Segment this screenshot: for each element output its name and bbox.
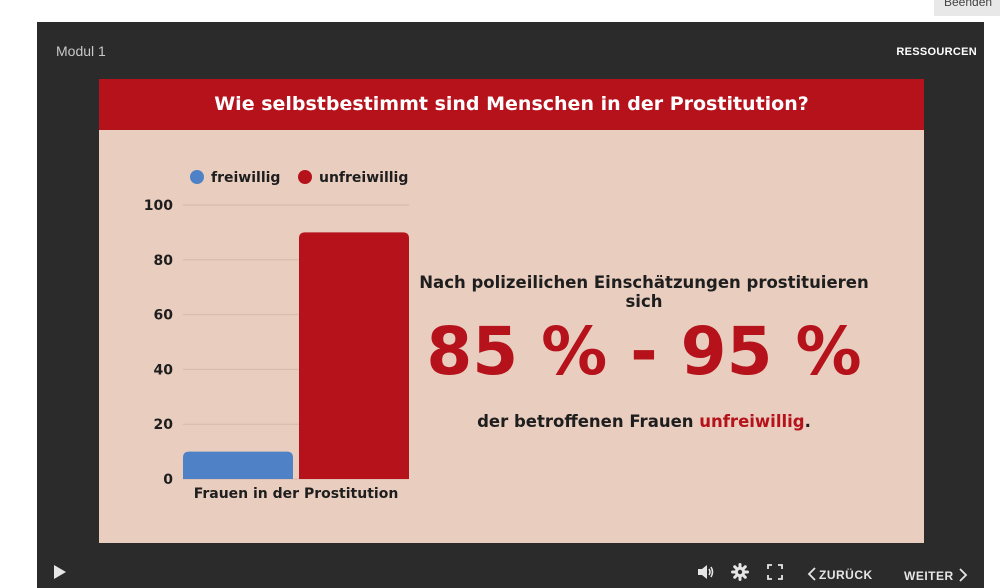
y-tick-label: 20	[154, 417, 174, 433]
slide: Wie selbstbestimmt sind Menschen in der …	[99, 79, 924, 543]
course-player: Modul 1 RESSOURCEN Wie selbstbestimmt si…	[37, 22, 984, 588]
conclusion-suffix: .	[804, 412, 811, 431]
y-tick-label: 60	[154, 308, 174, 324]
category-label: Frauen in der Prostitution	[194, 486, 399, 502]
resources-button[interactable]: RESSOURCEN	[896, 46, 977, 58]
module-title: Modul 1	[56, 43, 106, 59]
y-tick-label: 40	[154, 362, 174, 378]
bar-chart: 0 20 40 60 80 100 Frauen in der Prostitution	[144, 198, 409, 502]
legend-item-freiwillig: freiwillig	[190, 170, 280, 186]
y-tick-label: 100	[144, 198, 173, 214]
estimate-conclusion-text: der betroffenen Frauen unfreiwillig.	[399, 412, 889, 431]
y-tick-label: 80	[154, 253, 174, 269]
gear-icon[interactable]	[731, 563, 749, 585]
percentage-range: 85 % - 95 %	[426, 313, 862, 390]
conclusion-prefix: der betroffenen Frauen	[477, 412, 694, 431]
back-label: ZURÜCK	[819, 568, 873, 582]
chevron-right-icon	[959, 568, 967, 582]
legend-label-unfreiwillig: unfreiwillig	[319, 170, 409, 186]
exit-button[interactable]: Beenden	[934, 0, 1000, 16]
volume-icon[interactable]	[697, 564, 715, 584]
play-icon[interactable]	[53, 564, 67, 584]
next-button[interactable]: WEITER	[904, 565, 968, 584]
bar-freiwillig	[183, 451, 293, 479]
chevron-left-icon	[807, 567, 816, 581]
legend-item-unfreiwillig: unfreiwillig	[298, 170, 408, 186]
slide-title: Wie selbstbestimmt sind Menschen in der …	[99, 79, 924, 130]
conclusion-highlight: unfreiwillig	[699, 412, 805, 431]
legend-swatch-freiwillig	[190, 170, 204, 184]
legend-label-freiwillig: freiwillig	[211, 170, 281, 186]
y-tick-label: 0	[163, 472, 173, 488]
player-controls: ZURÜCK WEITER	[37, 558, 984, 588]
estimate-intro-text: Nach polizeilichen Einschätzungen prosti…	[419, 273, 869, 311]
next-label: WEITER	[904, 569, 954, 583]
bar-unfreiwillig	[299, 232, 409, 479]
back-button[interactable]: ZURÜCK	[807, 564, 873, 583]
legend-swatch-unfreiwillig	[298, 170, 312, 184]
fullscreen-icon[interactable]	[767, 564, 783, 584]
